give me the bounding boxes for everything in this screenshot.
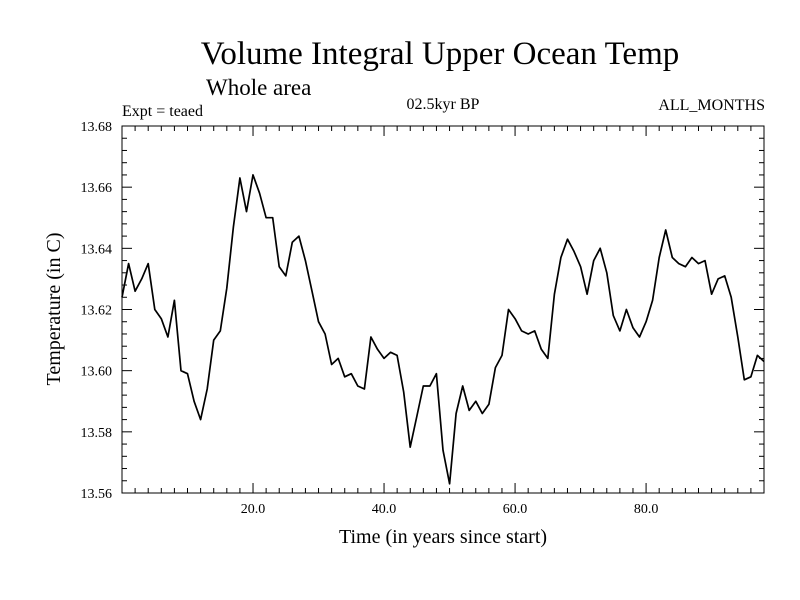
x-tick-label: 20.0 [241,502,266,517]
y-tick-labels: 13.56 13.58 13.60 13.62 13.64 13.66 13.68 [81,120,113,502]
series-line [121,174,765,485]
x-axis-label: Time (in years since start) [339,526,547,548]
y-tick-label: 13.56 [81,487,113,502]
series-lines [121,174,765,485]
months-label: ALL_MONTHS [658,97,765,114]
y-tick-label: 13.60 [81,365,113,380]
chart-title: Volume Integral Upper Ocean Temp [201,36,679,72]
y-tick-label: 13.66 [81,181,113,196]
x-tick-label: 80.0 [634,502,659,517]
y-tick-label: 13.68 [81,120,113,135]
y-tick-label: 13.58 [81,426,113,441]
y-tick-label: 13.64 [81,242,113,257]
axis-ticks [121,125,765,494]
x-tick-label: 40.0 [372,502,397,517]
y-axis-label: Temperature (in C) [43,233,65,386]
x-tick-label: 60.0 [503,502,528,517]
x-tick-labels: 20.0 40.0 60.0 80.0 [241,502,659,517]
experiment-label: Expt = teaed [122,103,203,120]
period-label: 02.5kyr BP [407,96,480,113]
chart-subtitle: Whole area [206,75,311,100]
plot-frame [121,125,765,494]
y-tick-label: 13.62 [81,304,113,319]
